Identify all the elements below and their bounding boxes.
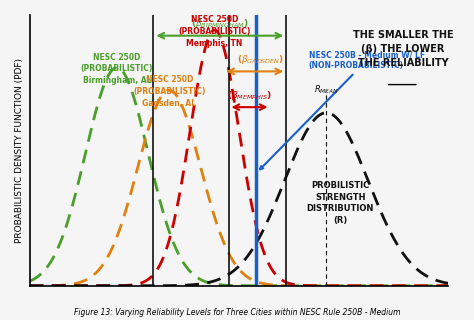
Text: NESC 250D
(PROBABILISTIC)
Memphis, TN: NESC 250D (PROBABILISTIC) Memphis, TN: [178, 15, 251, 48]
Text: Figure 13: Varying Reliability Levels for Three Cities within NESC Rule 250B - M: Figure 13: Varying Reliability Levels fo…: [74, 308, 400, 317]
Text: $R_{MEAN}$: $R_{MEAN}$: [314, 84, 339, 96]
Text: NESC 250B - Medium W/ LF
(NON-PROBABILISTIC): NESC 250B - Medium W/ LF (NON-PROBABILIS…: [260, 51, 425, 169]
Text: PROBILISTIC
STRENGTH
DISTRIBUTION
(R): PROBILISTIC STRENGTH DISTRIBUTION (R): [307, 181, 374, 225]
Text: ($\beta_{BIRMINGHAM}$): ($\beta_{BIRMINGHAM}$): [191, 17, 248, 30]
Y-axis label: PROBABILISTIC DENSITY FUNCTION (PDF): PROBABILISTIC DENSITY FUNCTION (PDF): [15, 58, 24, 243]
Text: ($\beta_{MEMPHIS}$): ($\beta_{MEMPHIS}$): [227, 89, 272, 101]
Text: NESC 250D
(PROBABILISTIC)
Birmingham, AL: NESC 250D (PROBABILISTIC) Birmingham, AL: [81, 52, 153, 85]
Text: NESC 250D
(PROBABILISTIC)
Gadsden, AL: NESC 250D (PROBABILISTIC) Gadsden, AL: [133, 75, 205, 108]
Text: THE SMALLER THE
(β) THE LOWER
THE RELIABILITY: THE SMALLER THE (β) THE LOWER THE RELIAB…: [353, 30, 454, 68]
Text: ($\beta_{GADSDEN}$): ($\beta_{GADSDEN}$): [237, 53, 284, 66]
